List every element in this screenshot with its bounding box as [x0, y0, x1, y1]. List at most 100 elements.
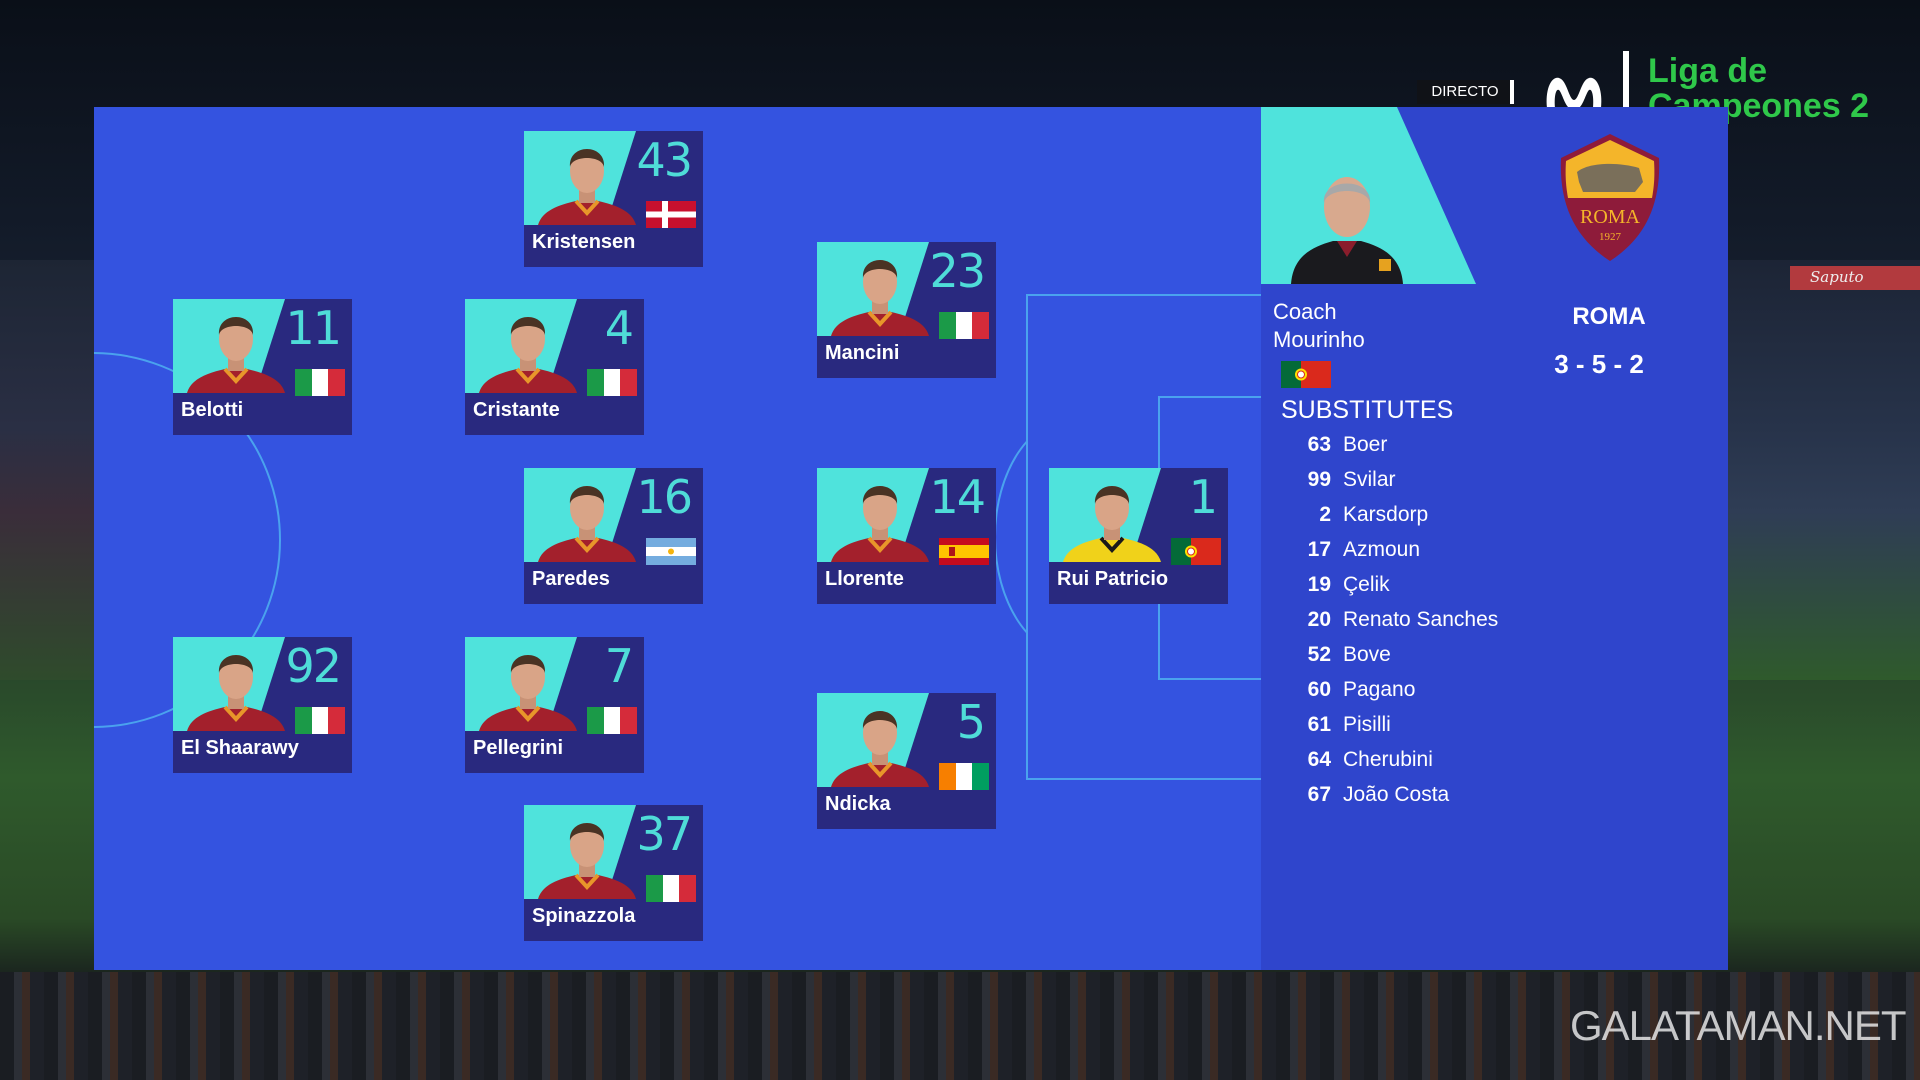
player-photo [817, 242, 929, 336]
flag-italy-icon [295, 369, 345, 400]
substitute-name: Pisilli [1343, 713, 1391, 736]
substitutes-title: SUBSTITUTES [1281, 396, 1454, 424]
player-number: 7 [604, 639, 634, 693]
stadium-advert: Saputo [1790, 266, 1920, 290]
player-name: Llorente [825, 568, 904, 590]
player-photo [524, 805, 636, 899]
player-name: Ndicka [825, 793, 891, 815]
player-name: Mancini [825, 342, 900, 364]
player-photo [173, 637, 285, 731]
substitute-item: 19 Çelik [1281, 573, 1390, 603]
substitute-item: 67 João Costa [1281, 783, 1450, 813]
player-number: 16 [636, 470, 693, 524]
player-photo [524, 131, 636, 225]
substitute-number: 20 [1307, 608, 1331, 631]
player-number: 1 [1188, 470, 1218, 524]
lineup-panel: Coach Mourinho ROMA 1927 ROMA 3 - 5 - 2 … [94, 107, 1728, 970]
substitute-name: Bove [1343, 643, 1391, 666]
player-number: 11 [285, 301, 342, 355]
flag-denmark-icon [646, 201, 696, 232]
player-number: 23 [929, 244, 986, 298]
crest-text: ROMA [1580, 206, 1641, 228]
stadium-stand-left [0, 260, 94, 680]
player-name: Spinazzola [532, 905, 636, 927]
player-number: 37 [636, 807, 693, 861]
substitute-number: 17 [1307, 538, 1331, 561]
player-card: 43 Kristensen [524, 131, 703, 267]
player-number: 92 [285, 639, 342, 693]
player-photo [524, 468, 636, 562]
substitute-name: Svilar [1343, 468, 1396, 491]
stadium-crowd [0, 972, 1920, 1080]
flag-portugal-icon [1171, 538, 1221, 569]
substitute-name: Cherubini [1343, 748, 1433, 771]
substitute-item: 63 Boer [1281, 433, 1388, 463]
player-name: Rui Patricio [1057, 568, 1169, 590]
flag-italy-icon [587, 369, 637, 400]
player-photo [465, 299, 577, 393]
channel-name: Liga de Campeones 2 [1648, 54, 1869, 124]
player-photo [817, 693, 929, 787]
player-photo [1049, 468, 1161, 562]
player-photo [465, 637, 577, 731]
coach-name: Mourinho [1273, 327, 1365, 352]
substitute-item: 99 Svilar [1281, 468, 1396, 498]
substitute-item: 60 Pagano [1281, 678, 1416, 708]
player-card: 14 Llorente [817, 468, 996, 604]
substitute-item: 61 Pisilli [1281, 713, 1391, 743]
flag-argentina-icon [646, 538, 696, 569]
player-card: 37 Spinazzola [524, 805, 703, 941]
substitute-item: 17 Azmoun [1281, 538, 1420, 568]
substitute-number: 64 [1307, 748, 1331, 771]
player-card: 7 Pellegrini [465, 637, 644, 773]
flag-italy-icon [939, 312, 989, 343]
player-card: 92 El Shaarawy [173, 637, 352, 773]
player-number: 4 [604, 301, 634, 355]
substitute-number: 99 [1307, 468, 1331, 491]
substitute-name: Azmoun [1343, 538, 1421, 561]
flag-italy-icon [587, 707, 637, 738]
divider [1510, 80, 1514, 104]
player-name: Paredes [532, 568, 610, 590]
divider [1623, 51, 1629, 129]
coach-label: Coach [1273, 299, 1337, 324]
live-badge: DIRECTO [1417, 80, 1513, 104]
player-number: 14 [929, 470, 986, 524]
player-name: El Shaarawy [181, 737, 299, 759]
substitute-number: 67 [1307, 783, 1331, 806]
formation: 3 - 5 - 2 [1554, 349, 1644, 379]
roma-crest: ROMA 1927 [1560, 134, 1660, 261]
player-card: 5 Ndicka [817, 693, 996, 829]
substitute-item: 52 Bove [1281, 643, 1391, 673]
flag-italy-icon [295, 707, 345, 738]
team-name: ROMA [1572, 303, 1646, 330]
substitute-number: 19 [1307, 573, 1331, 596]
substitute-number: 52 [1307, 643, 1331, 666]
player-photo [817, 468, 929, 562]
substitute-name: Boer [1343, 433, 1388, 456]
substitute-number: 61 [1307, 713, 1331, 736]
substitute-name: Karsdorp [1343, 503, 1429, 526]
substitute-number: 60 [1307, 678, 1331, 701]
movistar-logo [1546, 77, 1602, 110]
player-card: 11 Belotti [173, 299, 352, 435]
player-photo [173, 299, 285, 393]
channel-name-line1: Liga de [1648, 52, 1768, 90]
coach-photo [1261, 107, 1476, 284]
substitute-name: Pagano [1343, 678, 1416, 701]
substitute-name: Çelik [1343, 573, 1390, 596]
player-card: 4 Cristante [465, 299, 644, 435]
watermark: GALATAMAN.NET [1570, 1002, 1906, 1049]
player-name: Belotti [181, 399, 244, 421]
substitute-number: 2 [1319, 503, 1331, 526]
substitute-item: 20 Renato Sanches [1281, 608, 1499, 638]
substitute-item: 2 Karsdorp [1281, 503, 1428, 533]
player-card: 1 Rui Patricio [1049, 468, 1228, 604]
player-number: 5 [956, 695, 986, 749]
flag-ivory-coast-icon [939, 763, 989, 794]
player-name: Cristante [473, 399, 560, 421]
crest-year: 1927 [1599, 231, 1622, 243]
player-card: 16 Paredes [524, 468, 703, 604]
substitute-number: 63 [1307, 433, 1331, 456]
substitute-name: João Costa [1343, 783, 1450, 806]
